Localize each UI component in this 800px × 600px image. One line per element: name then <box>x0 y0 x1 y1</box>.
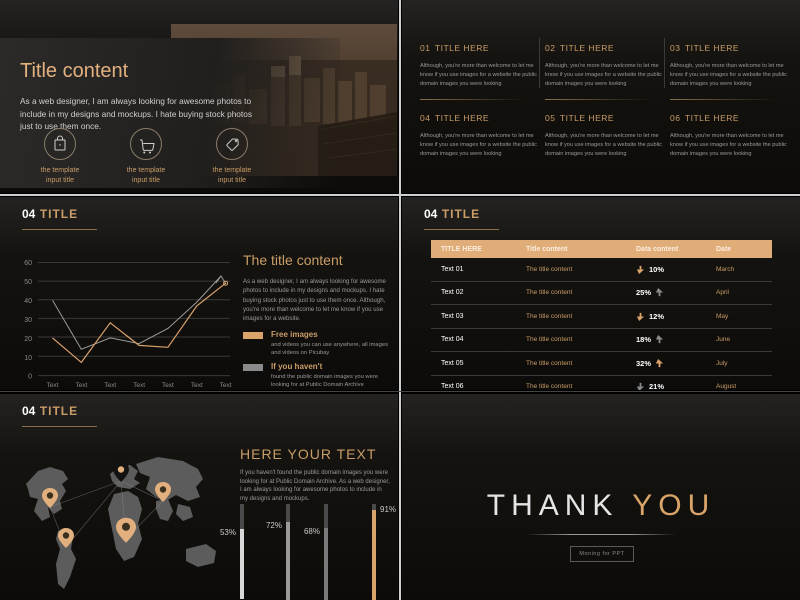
svg-text:Text: Text <box>220 382 232 389</box>
svg-text:0: 0 <box>28 374 32 381</box>
svg-text:60: 60 <box>24 260 32 267</box>
svg-text:20: 20 <box>24 336 32 343</box>
svg-text:Text: Text <box>104 382 116 389</box>
svg-text:10: 10 <box>24 355 32 362</box>
svg-text:Text: Text <box>47 382 59 389</box>
svg-text:30: 30 <box>24 317 32 324</box>
svg-text:50: 50 <box>24 279 32 286</box>
svg-text:Text: Text <box>191 382 203 389</box>
svg-text:40: 40 <box>24 298 32 305</box>
svg-text:Text: Text <box>133 382 145 389</box>
svg-text:Text: Text <box>75 382 87 389</box>
svg-text:Text: Text <box>162 382 174 389</box>
